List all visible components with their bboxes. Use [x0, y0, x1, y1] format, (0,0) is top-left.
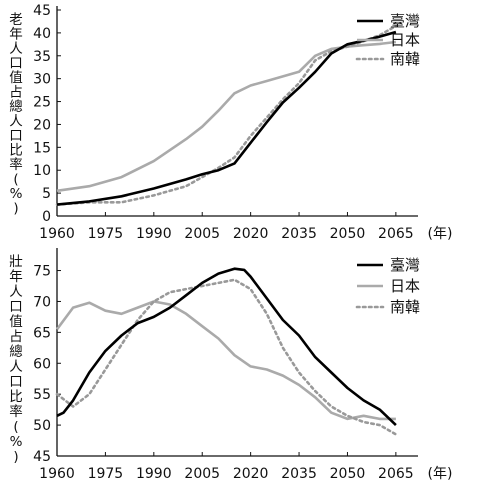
x-tick-label: 1960: [39, 466, 75, 481]
x-tick-label: 2065: [378, 226, 414, 242]
series-line-臺灣: [56, 30, 397, 206]
y-tick-label: 35: [33, 49, 51, 65]
y-tick-label: 25: [33, 95, 51, 111]
x-tick-label: 2050: [330, 226, 366, 242]
y-axis-label-char: 比: [9, 389, 23, 405]
x-tick-label: 2020: [233, 226, 269, 242]
series-line-日本: [55, 300, 396, 421]
legend-label: 日本: [390, 31, 420, 49]
y-axis-label-char: 率: [9, 156, 23, 173]
x-tick-label: 2005: [184, 226, 220, 242]
y-axis-label-char: 年: [9, 269, 23, 285]
chart-panel-2: 45 50 55 60 65 70 75 1960 1975 1990 2005 2020 2035 20…: [9, 248, 453, 482]
y-axis-label-char: ): [13, 201, 18, 217]
y-tick-label: 45: [33, 3, 51, 19]
y-tick-label: 15: [33, 140, 51, 156]
series-line-南韓: [55, 24, 398, 206]
x-tick-label: 1990: [136, 226, 172, 242]
legend-label: 南韓: [390, 298, 420, 316]
y-axis-label-char: 人: [9, 114, 23, 130]
legend-label: 日本: [390, 277, 420, 295]
y-axis-label-char: 值: [9, 70, 23, 86]
x-tick-label: 1975: [88, 466, 124, 481]
y-tick-label: 60: [33, 356, 51, 372]
y-axis-label-char: 口: [9, 56, 23, 72]
legend-label: 臺灣: [390, 256, 420, 274]
y-tick-label: 45: [33, 449, 51, 465]
y-axis-label-char: 人: [9, 41, 23, 57]
y-tick-label: 70: [33, 294, 51, 310]
y-tick-label: 10: [33, 163, 51, 179]
y-axis-label-char: 率: [9, 403, 23, 420]
y-axis-label: 老年人口值占總人口比率(%): [9, 12, 23, 217]
y-tick-label: 20: [33, 117, 51, 133]
y-tick-label: 40: [33, 26, 51, 42]
series-line-日本: [56, 40, 397, 193]
y-axis-label-char: 比: [9, 143, 23, 159]
chart-panel-1: 0 5 10 15 20 25 30 35 40 45 1960 1975 1990 2005 2020 20…: [9, 3, 452, 242]
y-axis-label-char: 老: [9, 12, 23, 28]
y-axis-label-char: 總: [9, 343, 23, 360]
y-tick-label: 55: [33, 387, 51, 403]
y-axis-label-char: 人: [9, 284, 23, 300]
y-axis-label-char: (: [13, 172, 18, 188]
y-axis-label-char: 占: [9, 329, 23, 345]
x-tick-label: 2065: [378, 466, 414, 481]
legend-label: 南韓: [390, 50, 420, 68]
y-axis-label-char: %: [10, 434, 23, 450]
y-axis-label-char: 口: [9, 128, 23, 144]
x-tick-label: 2035: [281, 466, 317, 481]
y-axis-label-char: 總: [9, 98, 23, 115]
y-axis-label-char: 占: [9, 85, 23, 101]
y-axis-label-char: (: [13, 419, 18, 435]
x-tick-label: 1960: [39, 226, 75, 242]
y-tick-label: 75: [33, 264, 51, 280]
legend-label: 臺灣: [390, 12, 420, 30]
y-tick-label: 0: [42, 209, 51, 225]
y-axis-label: 壯年人口值占總人口比率(%): [9, 254, 23, 465]
x-tick-label: 1990: [136, 466, 172, 481]
x-axis-unit: (年): [428, 226, 453, 242]
series-line-南韓: [55, 278, 398, 436]
y-tick-label: 5: [42, 186, 51, 202]
series-line-臺灣: [56, 267, 397, 427]
y-axis-label-char: 值: [9, 314, 23, 330]
y-tick-label: 65: [33, 325, 51, 341]
y-axis-label-char: 人: [9, 359, 23, 375]
y-tick-label: 50: [33, 418, 51, 434]
x-tick-label: 2035: [281, 226, 317, 242]
y-axis-label-char: %: [10, 186, 23, 202]
y-axis-label-char: ): [13, 449, 18, 465]
x-tick-label: 2005: [184, 466, 220, 481]
x-tick-label: 2050: [330, 466, 366, 481]
y-axis-label-char: 口: [9, 299, 23, 315]
y-axis-label-char: 口: [9, 374, 23, 390]
y-axis-label-char: 年: [9, 27, 23, 43]
x-tick-label: 1975: [88, 226, 124, 242]
y-tick-label: 30: [33, 72, 51, 88]
x-axis-unit: (年): [428, 466, 453, 481]
x-tick-label: 2020: [233, 466, 269, 481]
y-axis-label-char: 壯: [9, 254, 23, 270]
